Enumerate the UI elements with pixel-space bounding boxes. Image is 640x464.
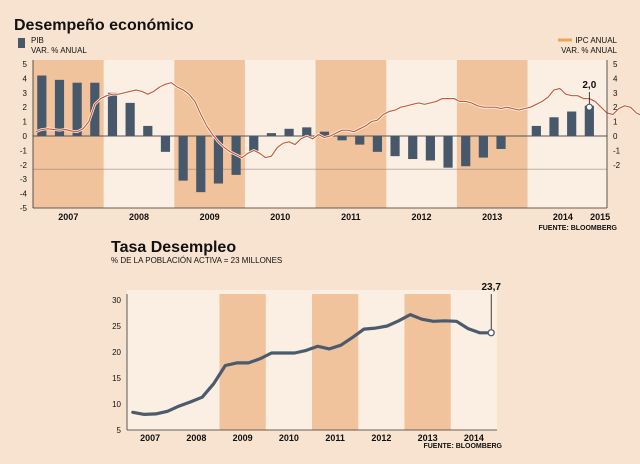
- year-label-2009: 2009: [233, 433, 253, 443]
- left-tick-label: 5: [117, 426, 122, 435]
- pib-bar: [337, 136, 347, 141]
- pib-legend-unit: VAR. % ANUAL: [31, 46, 87, 55]
- year-label-2013: 2013: [418, 433, 438, 443]
- chart2-subtitle: % DE LA POBLACIÓN ACTIVA = 23 MILLONES: [111, 256, 282, 265]
- left-tick-label: 1: [23, 118, 28, 127]
- pib-annot-label: 2,0: [582, 80, 596, 91]
- ipc-line: [35, 82, 640, 159]
- pib-bar: [408, 136, 418, 160]
- right-tick-label: 0: [613, 132, 618, 141]
- right-tick-label: -1: [613, 146, 621, 155]
- pib-bar: [284, 128, 294, 136]
- right-tick-label: -2: [613, 161, 621, 170]
- left-tick-label: -5: [20, 204, 28, 213]
- pib-bar: [567, 111, 577, 136]
- pib-bar: [266, 133, 277, 136]
- right-tick-label: 3: [613, 89, 618, 98]
- year-label-2008: 2008: [186, 433, 206, 443]
- year-label-2010: 2010: [270, 212, 290, 222]
- pib-bar: [549, 117, 559, 136]
- left-tick-label: 10: [112, 400, 121, 409]
- chart2-title: Tasa Desempleo: [111, 239, 236, 256]
- year-label-2011: 2011: [325, 433, 345, 443]
- pib-bar: [249, 136, 259, 152]
- left-tick-label: 4: [23, 74, 28, 83]
- shaded-band-2013: [456, 60, 528, 208]
- pib-bar: [160, 136, 171, 152]
- left-tick-label: 20: [112, 348, 121, 357]
- pib-bar: [461, 136, 471, 167]
- pib-bar: [213, 136, 224, 184]
- year-label-2007: 2007: [140, 433, 160, 443]
- pib-bar: [443, 136, 453, 168]
- year-label-2014: 2014: [553, 212, 573, 222]
- pib-bar: [355, 136, 365, 145]
- year-label-2009: 2009: [200, 212, 220, 222]
- pib-bar: [390, 136, 400, 157]
- year-label-2007: 2007: [58, 212, 78, 222]
- left-tick-label: -2: [20, 161, 28, 170]
- pib-bar: [178, 136, 188, 181]
- unemployment-annot-label: 23,7: [481, 282, 501, 293]
- pib-bar: [496, 136, 506, 149]
- right-tick-label: 5: [613, 60, 618, 69]
- chart1-source: FUENTE: BLOOMBERG: [538, 225, 617, 232]
- left-tick-label: 2: [23, 103, 28, 112]
- year-label-2010: 2010: [279, 433, 299, 443]
- pib-bar: [319, 131, 330, 136]
- year-label-2008: 2008: [129, 212, 149, 222]
- year-label-2015: 2015: [590, 212, 610, 222]
- ipc-legend-name: IPC ANUAL: [575, 36, 617, 45]
- left-tick-label: -3: [20, 175, 28, 184]
- left-tick-label: 25: [112, 322, 121, 331]
- unemployment-annot-marker: [487, 329, 495, 337]
- right-tick-label: 2: [613, 103, 618, 112]
- pib-bar: [90, 82, 100, 136]
- ipc-legend-unit: VAR. % ANUAL: [561, 46, 617, 55]
- pib-bar: [425, 136, 435, 161]
- year-label-2014: 2014: [464, 433, 484, 443]
- chart1-title: Desempeño económico: [14, 17, 194, 34]
- pib-legend-name: PIB: [31, 36, 44, 45]
- left-tick-label: -1: [20, 146, 28, 155]
- year-label-2011: 2011: [341, 212, 361, 222]
- left-tick-label: 5: [23, 60, 28, 69]
- pib-bar: [584, 105, 594, 136]
- pib-bar: [302, 127, 312, 136]
- pib-bar: [531, 125, 541, 136]
- pib-bar: [196, 136, 206, 193]
- shaded-band-2011: [312, 294, 359, 430]
- year-label-2013: 2013: [482, 212, 502, 222]
- left-tick-label: 30: [112, 296, 121, 305]
- right-tick-label: 1: [613, 118, 618, 127]
- pib-bar: [372, 136, 382, 152]
- pib-bar: [72, 82, 82, 136]
- chart2-source: FUENTE: BLOOMBERG: [423, 443, 502, 450]
- left-tick-label: 0: [23, 132, 28, 141]
- pib-bar: [107, 92, 118, 136]
- year-label-2012: 2012: [371, 433, 391, 443]
- pib-annot-marker: [585, 103, 593, 111]
- left-tick-label: 15: [112, 374, 121, 383]
- pib-bar: [125, 102, 135, 136]
- pib-bar: [54, 79, 65, 136]
- shaded-band-2009: [174, 60, 245, 208]
- year-label-2012: 2012: [412, 212, 432, 222]
- pib-bar: [37, 75, 47, 136]
- pib-bar: [478, 136, 488, 158]
- left-tick-label: -4: [20, 190, 28, 199]
- unemployment-line: [131, 313, 493, 416]
- left-tick-label: 3: [23, 89, 28, 98]
- pib-bar: [143, 125, 153, 136]
- right-tick-label: 4: [613, 74, 618, 83]
- pib-legend-swatch: [18, 38, 25, 48]
